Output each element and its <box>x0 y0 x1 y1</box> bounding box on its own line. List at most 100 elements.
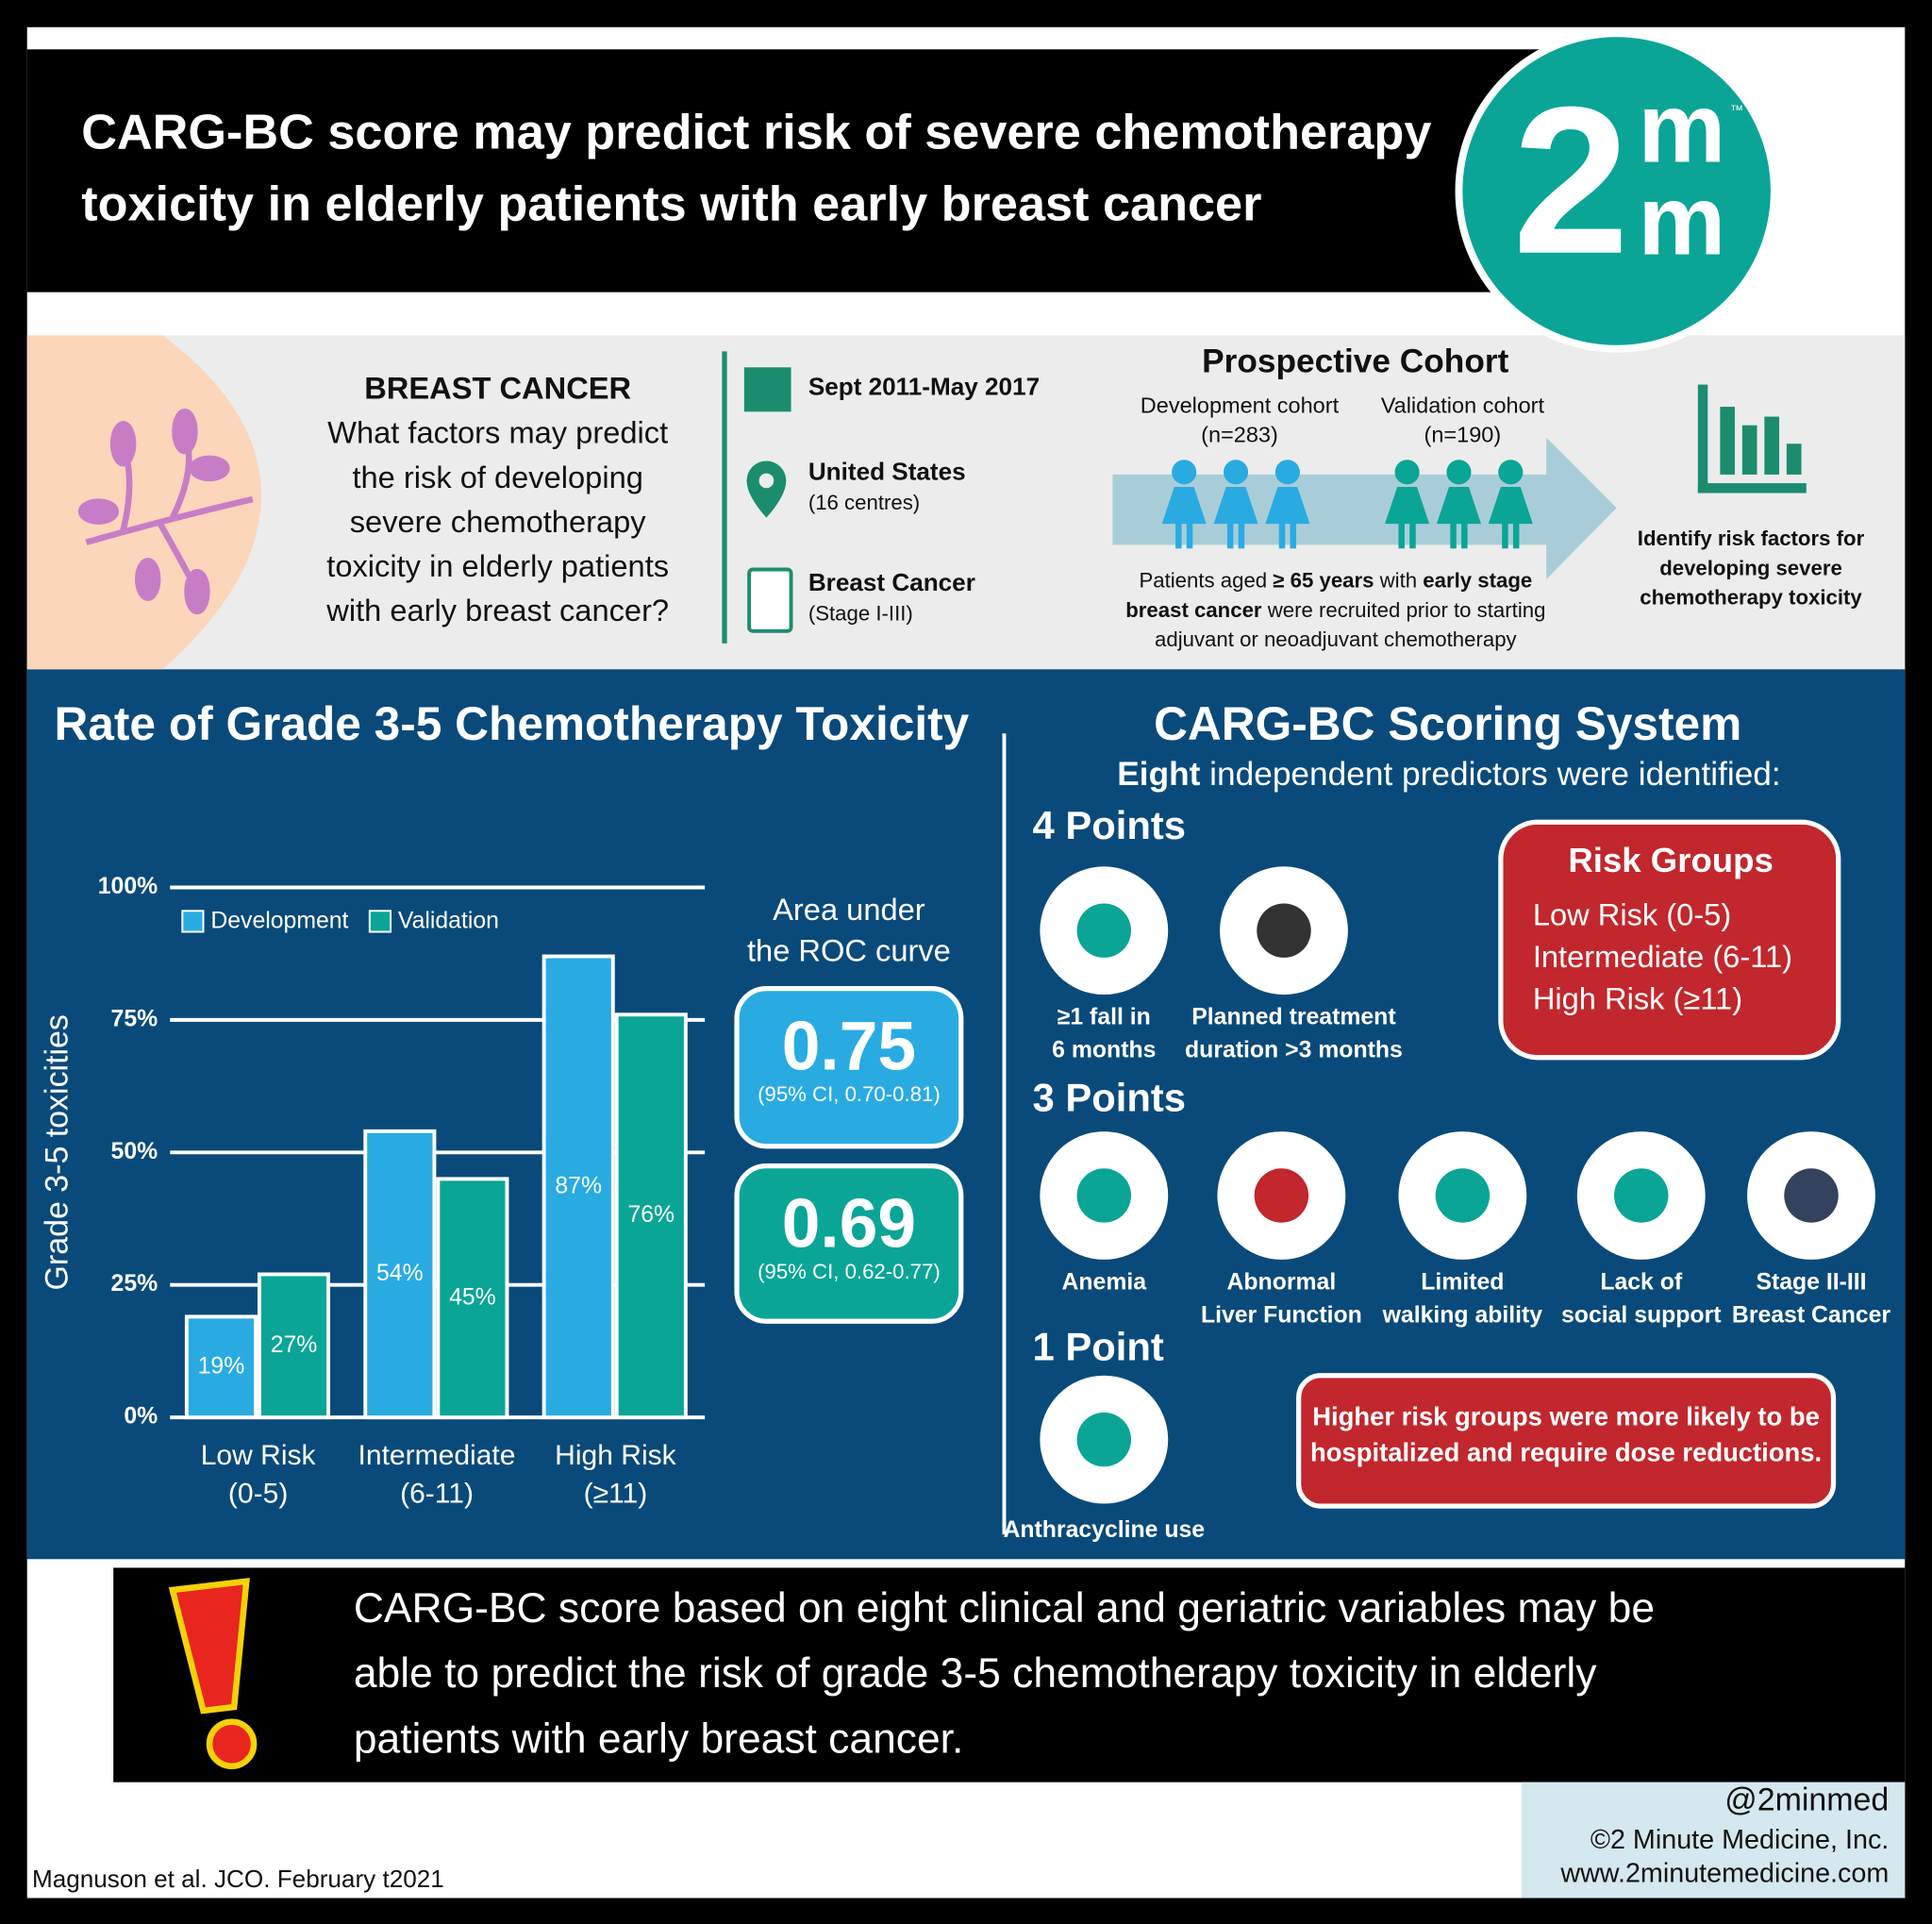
y-axis-label: Grade 3-5 toxicities <box>40 1014 75 1290</box>
person-head <box>1498 460 1524 485</box>
detail-sub: (16 centres) <box>808 491 920 514</box>
conclusion: able to predict the risk of grade 3-5 ch… <box>354 1650 1597 1697</box>
y-tick-label: 25% <box>111 1271 158 1297</box>
risk-title: Risk Groups <box>1568 841 1773 879</box>
icon-glyph <box>1076 903 1132 958</box>
question: the risk of developing <box>352 460 642 494</box>
person-body <box>1265 486 1310 549</box>
value-label: 76% <box>627 1202 675 1228</box>
bar <box>184 1314 258 1420</box>
logo-digit: 2 <box>1513 64 1629 298</box>
legend-swatch <box>181 910 205 933</box>
cohort-description: adjuvant or neoadjuvant chemotherapy <box>1155 627 1518 651</box>
credit: ©2 Minute Medicine, Inc. <box>1591 1825 1889 1855</box>
logo-tm: ™ <box>1730 103 1743 118</box>
bar <box>541 954 615 1420</box>
detail-title: United States <box>808 458 966 486</box>
pin-icon <box>746 460 787 518</box>
question: What factors may predict <box>327 415 668 450</box>
person-body <box>1488 486 1533 549</box>
auc-ci: (95% CI, 0.70-0.81) <box>758 1082 941 1106</box>
text-segment: adjuvant or neoadjuvant chemotherapy <box>1155 627 1518 651</box>
predictor-label: Stage II-III <box>1756 1269 1866 1295</box>
text-segment: ≥ 65 years <box>1273 568 1374 592</box>
citation: Magnuson et al. JCO. February t2021 <box>32 1865 444 1893</box>
chart-title: Rate of Grade 3-5 Chemotherapy Toxicity <box>54 697 969 750</box>
pin-hole <box>758 473 774 489</box>
predictor-label: Anthracycline use <box>1003 1517 1205 1543</box>
title: CARG-BC score may predict risk of severe… <box>81 106 1431 160</box>
y-tick-label: 50% <box>111 1139 158 1164</box>
y-tick-label: 75% <box>111 1006 158 1031</box>
value-label: 54% <box>376 1261 424 1286</box>
person-body <box>1436 486 1481 549</box>
title: toxicity in elderly patients with early … <box>81 176 1261 231</box>
predictor-label: Liver Function <box>1201 1303 1362 1329</box>
cohort-n: (n=190) <box>1424 423 1502 447</box>
predictor-label: Abnormal <box>1227 1269 1337 1295</box>
aim: chemotherapy toxicity <box>1640 586 1862 610</box>
cohort-description: Patients aged ≥ 65 years with early stag… <box>1139 568 1532 592</box>
x-tick-label: High Risk (≥11) <box>555 1440 676 1509</box>
risk-item: High Risk (≥11) <box>1533 980 1742 1015</box>
person-head <box>1274 460 1300 485</box>
note-box <box>1296 1373 1837 1509</box>
auc-ci: (95% CI, 0.62-0.77) <box>758 1260 941 1283</box>
bar <box>363 1129 437 1420</box>
label-line: (6-11) <box>400 1478 474 1509</box>
person-head <box>1172 460 1197 485</box>
points-label: 1 Point <box>1033 1324 1164 1368</box>
conclusion: patients with early breast cancer. <box>354 1715 963 1762</box>
conclusion: CARG-BC score based on eight clinical an… <box>354 1585 1655 1631</box>
section-subtitle: Eight independent predictors were identi… <box>1117 756 1780 793</box>
section-title: CARG-BC Scoring System <box>1154 697 1741 750</box>
predictor-label: Breast Cancer <box>1732 1303 1891 1329</box>
risk-item: Low Risk (0-5) <box>1533 896 1731 931</box>
icon-glyph <box>1784 1168 1839 1223</box>
logo-ring <box>1466 41 1767 342</box>
chart-icon <box>1697 384 1807 494</box>
person-head <box>1446 460 1472 485</box>
value-label: 27% <box>271 1332 318 1358</box>
aim: developing severe <box>1659 556 1842 579</box>
text-segment: breast cancer <box>1125 598 1262 622</box>
person-head <box>1223 460 1249 485</box>
cohort-name: Validation cohort <box>1381 393 1545 417</box>
person-body <box>1161 486 1207 549</box>
cohort-name: Development cohort <box>1141 393 1340 417</box>
branch-icon <box>77 409 254 615</box>
auc-value: 0.69 <box>782 1186 916 1263</box>
bar <box>436 1177 509 1420</box>
bar <box>614 1012 688 1420</box>
label-line: High Risk <box>555 1440 676 1471</box>
note: hospitalized and require dose reductions… <box>1310 1438 1822 1467</box>
person-body <box>1213 486 1258 549</box>
conclusion-band <box>113 1567 1906 1782</box>
legend-label: Development <box>210 909 348 934</box>
exclamation-icon <box>168 1578 258 1770</box>
legend-swatch <box>368 910 392 933</box>
logo-circle <box>1455 29 1778 353</box>
icon-glyph <box>1614 1168 1669 1223</box>
question: with early breast cancer? <box>325 593 669 627</box>
value-label: 19% <box>198 1353 245 1379</box>
predictor-label: duration >3 months <box>1185 1038 1403 1063</box>
icon-glyph <box>1076 1412 1132 1467</box>
label-line: Intermediate <box>358 1440 516 1471</box>
question: severe chemotherapy <box>350 504 647 539</box>
predictor-label: ≥1 fall in <box>1058 1004 1151 1029</box>
predictor-label: social support <box>1561 1303 1721 1329</box>
detail-title: Sept 2011-May 2017 <box>808 372 1040 400</box>
cohort-title: Prospective Cohort <box>1202 343 1508 380</box>
text-segment: independent predictors were identified: <box>1200 756 1780 793</box>
icon-glyph <box>1257 903 1311 958</box>
x-tick-label: Intermediate (6-11) <box>358 1440 516 1509</box>
heading: BREAST CANCER <box>364 371 631 406</box>
predictor-label: walking ability <box>1382 1303 1543 1329</box>
logo-letter: m <box>1638 165 1725 276</box>
credit: www.2minutemedicine.com <box>1559 1858 1889 1888</box>
bar <box>257 1272 331 1420</box>
text-segment: Patients aged <box>1139 568 1273 592</box>
value-label: 45% <box>449 1284 496 1310</box>
value-label: 87% <box>555 1173 602 1198</box>
